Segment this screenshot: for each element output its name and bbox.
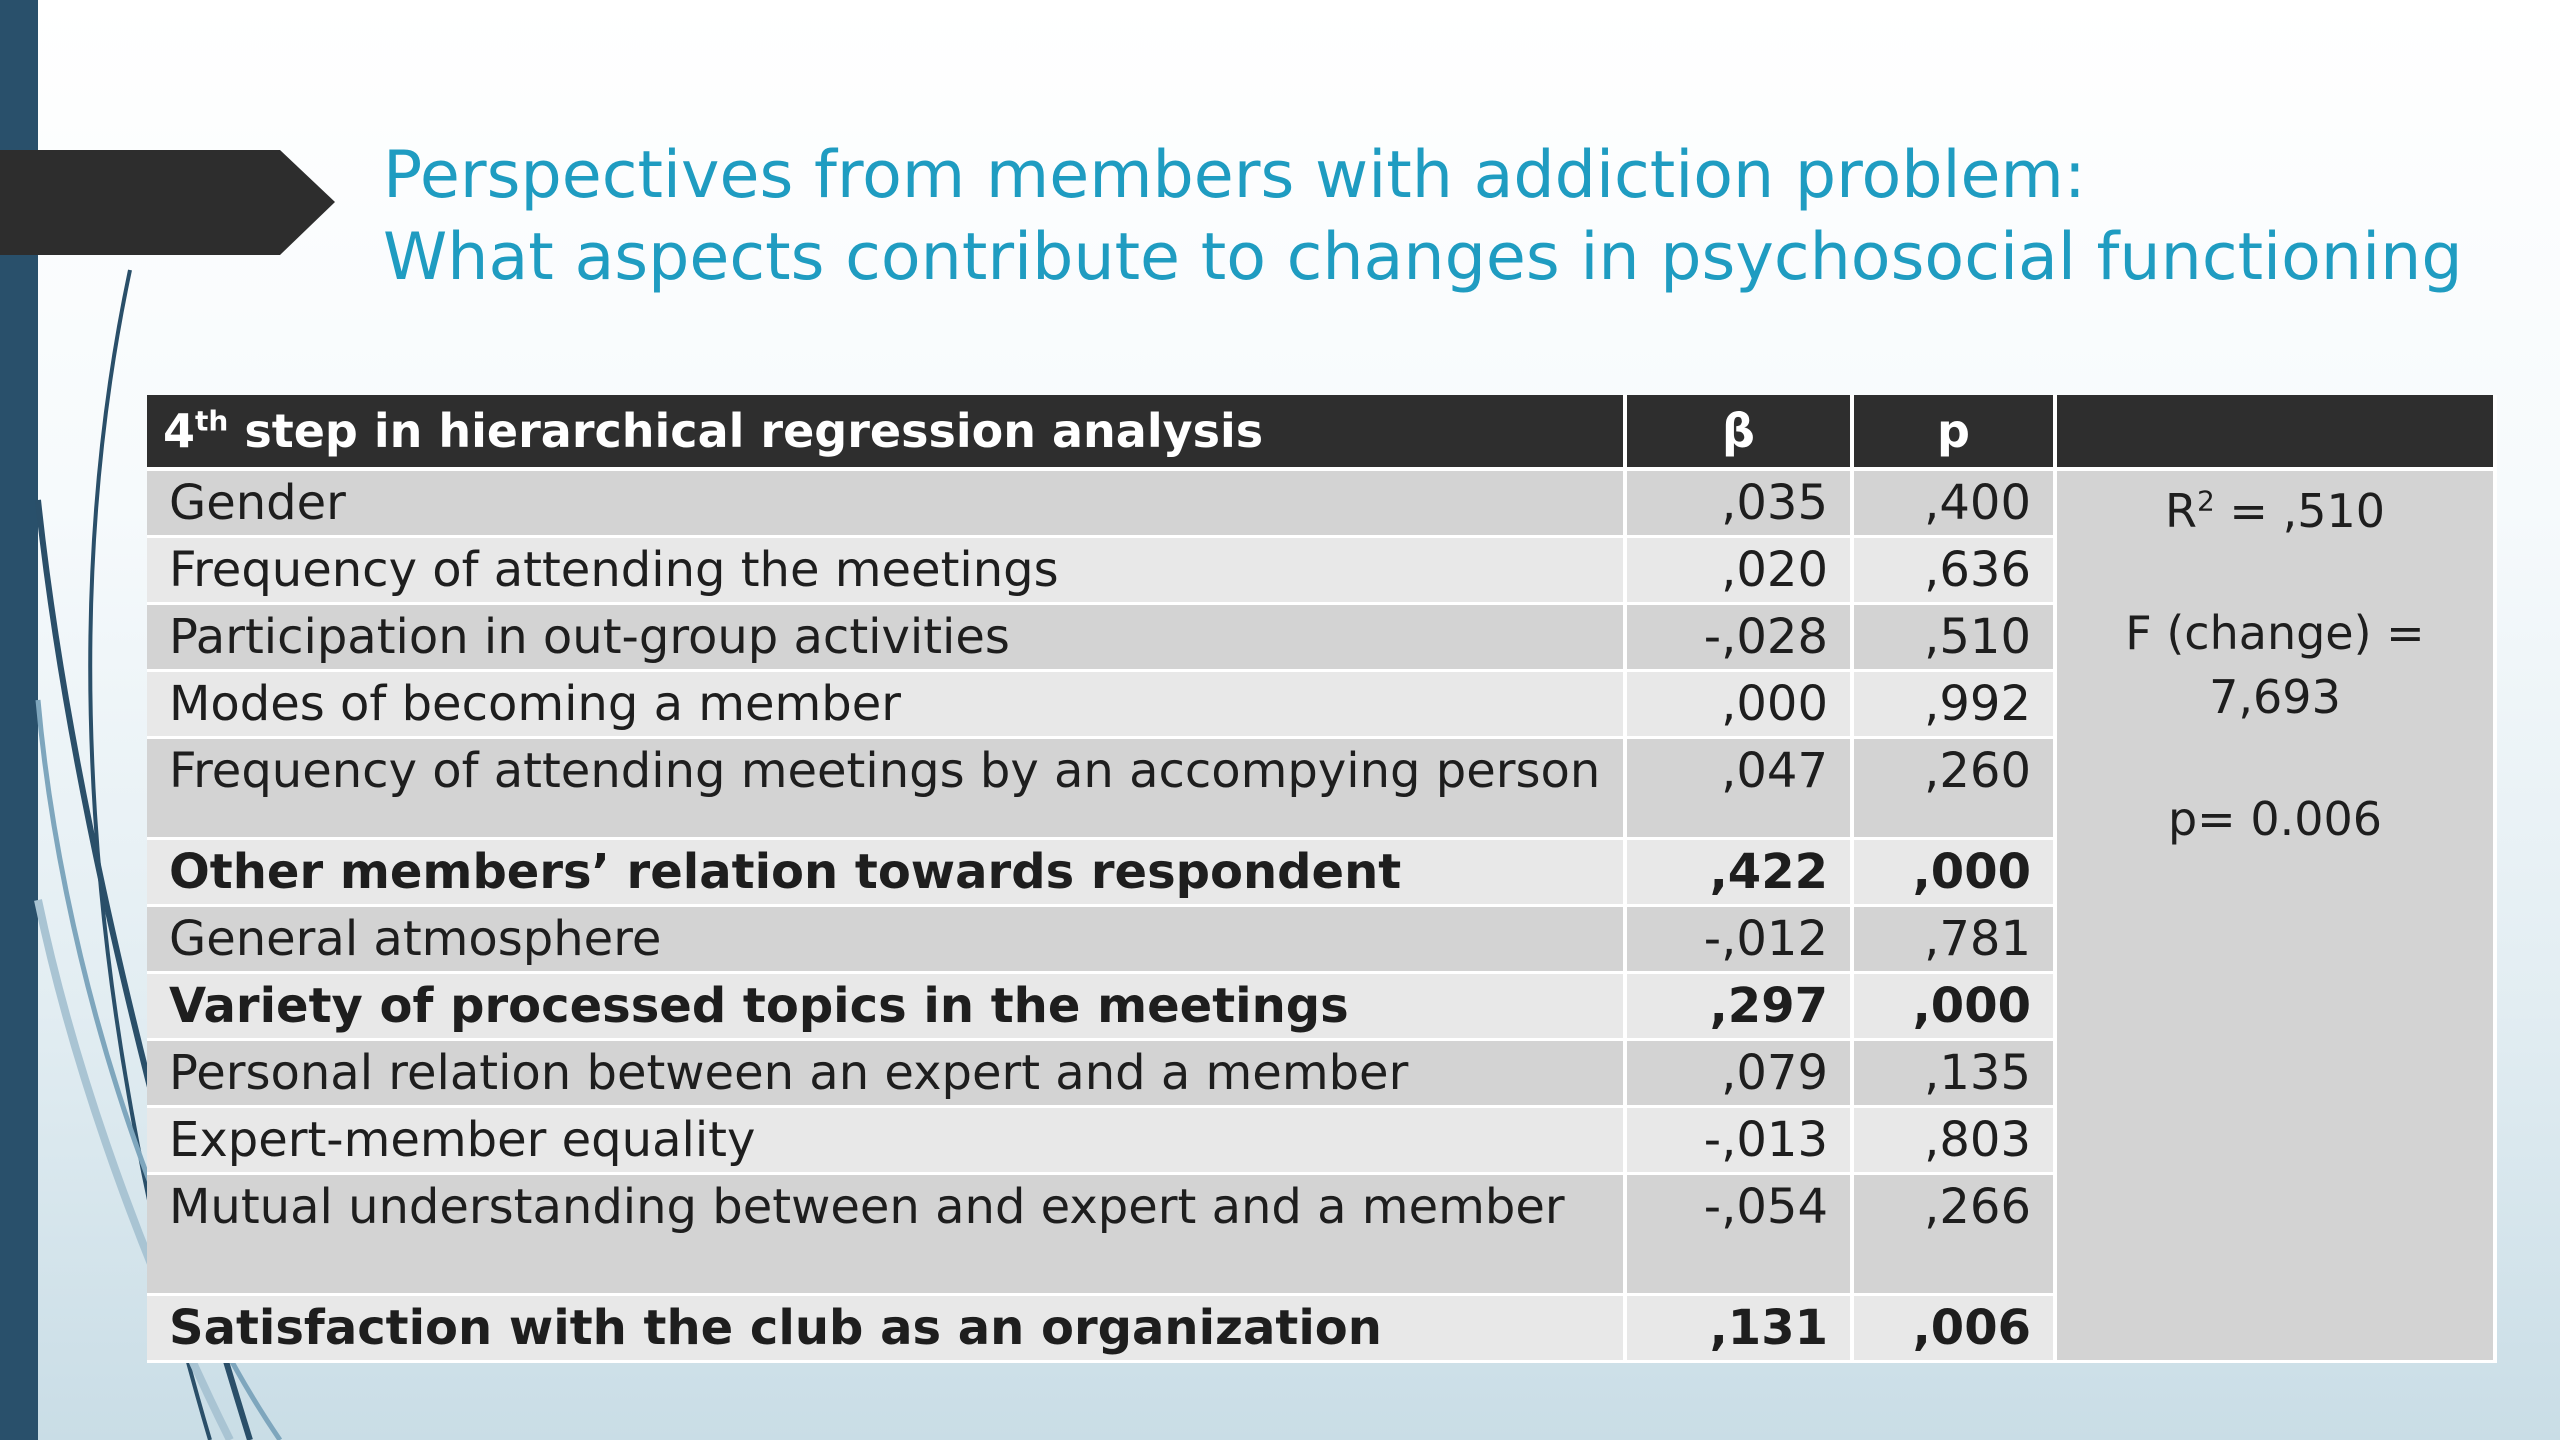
- title-line-2: What aspects contribute to changes in ps…: [383, 220, 2463, 295]
- row-label: Expert-member equality: [147, 1106, 1627, 1175]
- title-arrow-tab: [0, 150, 335, 255]
- header-beta: β: [1625, 395, 1854, 471]
- row-p: ,000: [1852, 972, 2057, 1041]
- row-label: General atmosphere: [147, 905, 1627, 974]
- row-p: ,400: [1852, 469, 2057, 538]
- row-label: Frequency of attending the meetings: [147, 536, 1627, 605]
- row-p: ,636: [1852, 536, 2057, 605]
- table-row: Variety of processed topics in the meeti…: [147, 972, 2495, 1041]
- row-beta: -,054: [1625, 1173, 1854, 1296]
- header-step-number: 4: [163, 404, 196, 458]
- model-p-value: p= 0.006: [2167, 792, 2383, 846]
- row-beta: -,012: [1625, 905, 1854, 974]
- row-beta: -,028: [1625, 603, 1854, 672]
- row-p: ,000: [1852, 838, 2057, 907]
- row-label: Gender: [147, 469, 1627, 538]
- row-label: Mutual understanding between and expert …: [147, 1173, 1627, 1296]
- table-row: Participation in out-group activities -,…: [147, 603, 2495, 672]
- model-summary-cell: R2 = ,510 F (change) = 7,693 p= 0.006: [2055, 469, 2497, 1363]
- row-beta: ,035: [1625, 469, 1854, 538]
- table-row: Frequency of attending meetings by an ac…: [147, 737, 2495, 840]
- row-label: Frequency of attending meetings by an ac…: [147, 737, 1627, 840]
- regression-table: 4th step in hierarchical regression anal…: [147, 395, 2497, 1363]
- title-line-1: Perspectives from members with addiction…: [383, 138, 2086, 213]
- row-beta: ,047: [1625, 737, 1854, 840]
- row-p: ,266: [1852, 1173, 2057, 1296]
- table-row: Other members’ relation towards responde…: [147, 838, 2495, 907]
- table-row: Modes of becoming a member ,000 ,992: [147, 670, 2495, 739]
- header-step-label: 4th step in hierarchical regression anal…: [147, 395, 1627, 471]
- table-header-row: 4th step in hierarchical regression anal…: [147, 395, 2497, 471]
- row-p: ,135: [1852, 1039, 2057, 1108]
- table-row: Gender ,035 ,400 R2 = ,510 F (change) = …: [147, 469, 2497, 1363]
- f-change-label: F (change) =: [2125, 606, 2425, 660]
- row-beta: ,297: [1625, 972, 1854, 1041]
- row-label: Other members’ relation towards responde…: [147, 838, 1627, 907]
- r-squared: R2 = ,510: [2164, 484, 2385, 538]
- table-row: Expert-member equality -,013 ,803: [147, 1106, 2495, 1175]
- row-label: Satisfaction with the club as an organiz…: [147, 1294, 1627, 1363]
- slide-title: Perspectives from members with addiction…: [383, 135, 2523, 299]
- row-p: ,992: [1852, 670, 2057, 739]
- row-p: ,006: [1852, 1294, 2057, 1363]
- row-p: ,260: [1852, 737, 2057, 840]
- row-beta: ,131: [1625, 1294, 1854, 1363]
- row-label: Participation in out-group activities: [147, 603, 1627, 672]
- row-beta: ,000: [1625, 670, 1854, 739]
- row-p: ,781: [1852, 905, 2057, 974]
- row-beta: -,013: [1625, 1106, 1854, 1175]
- row-label: Personal relation between an expert and …: [147, 1039, 1627, 1108]
- row-label: Variety of processed topics in the meeti…: [147, 972, 1627, 1041]
- table-row: Mutual understanding between and expert …: [147, 1173, 2495, 1296]
- row-label: Modes of becoming a member: [147, 670, 1627, 739]
- f-change-value: 7,693: [2209, 670, 2341, 724]
- table-row: Satisfaction with the club as an organiz…: [147, 1294, 2495, 1363]
- header-step-text: step in hierarchical regression analysis: [244, 404, 1264, 458]
- header-step-suffix: th: [195, 404, 229, 438]
- table-row: Personal relation between an expert and …: [147, 1039, 2495, 1108]
- row-beta: ,079: [1625, 1039, 1854, 1108]
- row-beta: ,422: [1625, 838, 1854, 907]
- table-row: General atmosphere -,012 ,781: [147, 905, 2495, 974]
- table-row: Frequency of attending the meetings ,020…: [147, 536, 2495, 605]
- row-p: ,510: [1852, 603, 2057, 672]
- header-p: p: [1852, 395, 2057, 471]
- row-beta: ,020: [1625, 536, 1854, 605]
- row-p: ,803: [1852, 1106, 2057, 1175]
- header-summary: [2055, 395, 2497, 471]
